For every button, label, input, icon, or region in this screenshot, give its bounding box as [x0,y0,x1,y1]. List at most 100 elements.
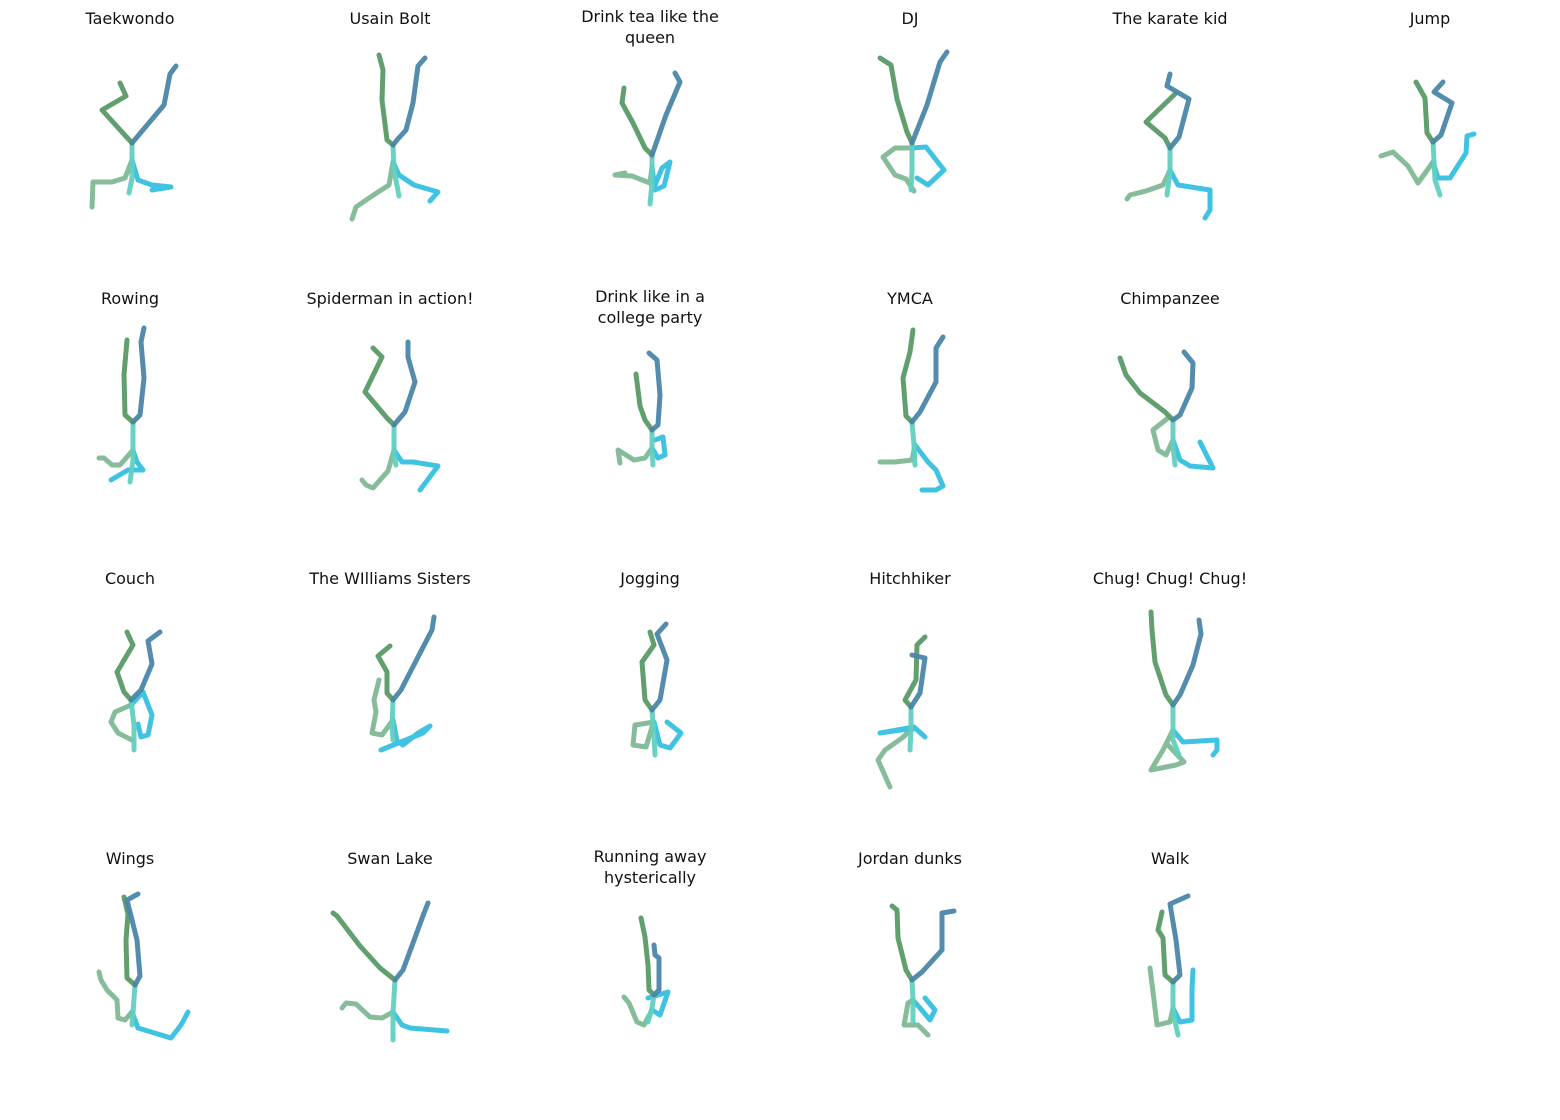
right-arm-stroke [130,325,147,425]
torso-stroke [645,992,657,1025]
left-arm-stroke [375,643,396,703]
pose-panel: Usain Bolt [260,0,520,280]
pose-title: Chimpanzee [1120,289,1220,308]
torso-stroke [647,152,655,207]
pose-title: Chug! Chug! Chug! [1092,569,1248,588]
pose-panel: The WIlliams Sisters [260,560,520,840]
right-arm-stroke [1170,349,1196,423]
left-arm-stroke [330,910,398,983]
stick-figure [615,350,668,468]
torso-stroke [909,977,916,1025]
right-leg-stroke [390,159,441,204]
pose-panel: Hitchhiker [780,560,1040,840]
left-leg-stroke [901,997,931,1038]
left-leg-stroke [630,719,657,750]
pose-title: Rowing [100,289,159,308]
pose-panel: Jordan dunks [780,840,1040,1120]
pose-title: Usain Bolt [349,9,431,28]
left-leg-stroke [1378,149,1436,186]
torso-stroke [908,140,915,193]
stick-figure [369,614,437,753]
right-arm-stroke [124,891,143,988]
right-arm-stroke [649,70,683,158]
right-arm-stroke [908,652,928,710]
pose-panel: Chimpanzee [1040,280,1300,560]
left-leg-stroke [615,445,655,466]
torso-stroke [1164,145,1173,198]
left-leg-stroke [877,442,918,465]
left-arm-stroke [900,327,916,425]
pose-panel: Spiderman in action! [260,280,520,560]
stick-figure [875,634,928,790]
right-leg-stroke [645,989,671,1018]
pose-title: Swan Lake [347,849,433,868]
stick-figure [108,629,163,753]
pose-title: Hitchhiker [869,569,951,588]
pose-title: Running away hysterically [593,847,707,887]
pose-title: YMCA [887,289,933,308]
right-arm-stroke [1164,71,1192,151]
stick-figure [1147,893,1196,1038]
right-arm-stroke [391,339,418,428]
left-leg-stroke [339,1000,396,1021]
pose-panel: YMCA [780,280,1040,560]
left-leg-stroke [359,447,397,491]
stick-figure [96,891,191,1041]
torso-stroke [389,697,396,743]
pose-title: Walk [1150,849,1190,868]
right-leg-stroke [1170,727,1220,758]
pose-panel: Jump [1300,0,1560,280]
pose-title: Drink like in a college party [595,287,705,327]
right-leg-stroke [391,447,441,493]
stick-figure [889,903,957,1038]
torso-stroke [649,427,656,468]
pose-title: Taekwondo [85,9,175,28]
pose-panel: Walk [1040,840,1300,1120]
right-leg-stroke [128,689,155,740]
torso-stroke [649,707,658,758]
right-arm-stroke [390,614,437,703]
stick-figure [359,339,441,493]
pose-panel: Swan Lake [260,840,520,1120]
right-leg-stroke [877,724,928,740]
left-arm-stroke [619,85,655,158]
right-arm-stroke [646,350,663,433]
right-leg-stroke [649,434,668,461]
right-arm-stroke [1430,79,1455,145]
left-leg-stroke [1148,727,1187,773]
torso-stroke [128,697,137,753]
pose-panel: Wings [0,840,260,1120]
left-arm-stroke [121,337,136,425]
stick-figure [612,70,683,207]
left-leg-stroke [1147,965,1176,1028]
left-arm-stroke [114,629,136,703]
pose-title: Jogging [620,569,680,588]
pose-panel: Running away hysterically [520,840,780,1120]
right-arm-stroke [390,55,428,148]
left-arm-stroke [633,371,655,433]
torso-stroke [390,142,402,199]
stick-figure [877,49,950,194]
torso-stroke [1170,979,1181,1038]
left-leg-stroke [1150,415,1176,458]
pose-panel: The karate kid [1040,0,1300,280]
left-arm-stroke [1117,355,1176,423]
torso-stroke [129,982,138,1028]
left-arm-stroke [1155,909,1176,985]
left-arm-stroke [1143,91,1178,151]
stick-figure [96,325,147,485]
left-leg-stroke [612,164,655,186]
left-arm-stroke [362,345,397,428]
left-leg-stroke [1124,167,1173,202]
torso-stroke [390,977,398,1043]
right-arm-stroke [129,63,179,146]
torso-stroke [1430,139,1443,198]
right-leg-stroke [649,159,673,193]
right-leg-stroke [129,1009,191,1041]
right-leg-stroke [378,717,433,753]
left-leg-stroke [369,677,396,738]
left-arm-stroke [1413,79,1436,145]
pose-panel: Taekwondo [0,0,260,280]
right-leg-stroke [912,442,946,493]
